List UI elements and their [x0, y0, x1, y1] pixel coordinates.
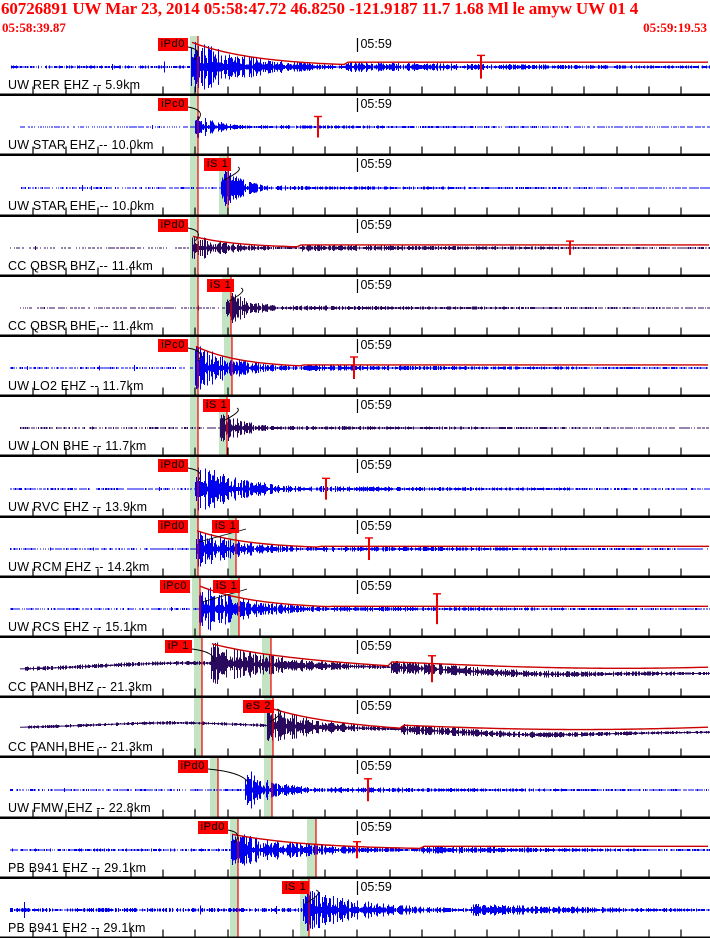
phase-pick-flag[interactable]: iP 1 [164, 640, 192, 653]
waveform-plot [0, 397, 710, 457]
time-axis-label: 05:59 [360, 398, 392, 412]
time-axis-label: 05:59 [360, 157, 392, 171]
channel-label[interactable]: CC PANH BHE -- 21.3km [8, 740, 153, 754]
waveform-plot [0, 337, 710, 397]
channel-label[interactable]: UW STAR EHE -- 10.0km [8, 199, 155, 213]
phase-pick-flag[interactable]: iPd0 [197, 821, 228, 834]
trace-row[interactable]: 05:59 CC QBSR BHE -- 11.4km iS 1 [0, 277, 710, 337]
trace-row[interactable]: 05:59 UW STAR EHZ -- 10.0km iPc0 [0, 96, 710, 156]
trace-row[interactable]: 05:59 CC PANH BHE -- 21.3km eS 2 [0, 698, 710, 758]
phase-pick-flag[interactable]: iPc0 [158, 98, 188, 111]
waveform-plot [0, 217, 710, 277]
window-start-time: 05:58:39.87 [2, 20, 66, 35]
pick-window-band [194, 638, 202, 698]
trace-row[interactable]: 05:59 UW STAR EHE -- 10.0km iS 1 [0, 156, 710, 217]
waveform-plot [0, 578, 710, 638]
trace-row[interactable]: 05:59 UW LO2 EHZ -- 11.7km iPc0 [0, 337, 710, 397]
waveform-plot [0, 36, 710, 96]
channel-label[interactable]: UW RER EHZ -- 5.9km [8, 78, 141, 92]
phase-pick-flag[interactable]: iS 1 [213, 580, 241, 593]
pick-window-band [190, 156, 198, 217]
pick-window-band [190, 397, 198, 457]
event-header: 60726891 UW Mar 23, 2014 05:58:47.72 46.… [0, 0, 710, 36]
waveform-plot [0, 96, 710, 156]
phase-pick-flag[interactable]: iS 1 [204, 158, 232, 171]
time-axis-label: 05:59 [360, 519, 392, 533]
phase-pick-flag[interactable]: iS 1 [212, 520, 240, 533]
event-header-title: 60726891 UW Mar 23, 2014 05:58:47.72 46.… [1, 0, 639, 18]
channel-label[interactable]: UW RCM EHZ -- 14.2km [8, 560, 150, 574]
phase-pick-flag[interactable]: eS 2 [243, 700, 275, 713]
waveform-plot [0, 277, 710, 337]
waveform-plot [0, 758, 710, 819]
trace-row[interactable]: 05:59 UW RCM EHZ -- 14.2km iPd0 iS 1 [0, 518, 710, 578]
phase-pick-flag[interactable]: iPd0 [157, 38, 188, 51]
trace-row[interactable]: 05:59 UW RVC EHZ -- 13.9km iPd0 [0, 457, 710, 518]
trace-row[interactable]: 05:59 UW LON BHE -- 11.7km iS 1 [0, 397, 710, 457]
trace-row[interactable]: 05:59 UW FMW EHZ -- 22.8km iPd0 [0, 758, 710, 819]
time-axis-label: 05:59 [360, 218, 392, 232]
waveform-plot [0, 638, 710, 698]
time-axis-label: 05:59 [360, 699, 392, 713]
trace-row[interactable]: 05:59 PB B941 EH2 -- 29.1km iS 1 [0, 879, 710, 938]
phase-pick-flag[interactable]: iS 1 [207, 279, 235, 292]
phase-pick-flag[interactable]: iS 1 [203, 399, 231, 412]
trace-row[interactable]: 05:59 UW RCS EHZ -- 15.1km iPc0 iS 1 [0, 578, 710, 638]
channel-label[interactable]: PB B941 EHZ -- 29.1km [8, 861, 147, 875]
pick-window-band [190, 337, 198, 397]
time-axis-label: 05:59 [360, 820, 392, 834]
time-axis-label: 05:59 [360, 37, 392, 51]
time-axis-label: 05:59 [360, 759, 392, 773]
time-axis-label: 05:59 [360, 278, 392, 292]
trace-row[interactable]: 05:59 PB B941 EHZ -- 29.1km iPd0 [0, 819, 710, 879]
phase-pick-flag[interactable]: iS 1 [282, 881, 310, 894]
channel-label[interactable]: UW RVC EHZ -- 13.9km [8, 500, 148, 514]
channel-label[interactable]: UW LON BHE -- 11.7km [8, 439, 147, 453]
channel-label[interactable]: UW STAR EHZ -- 10.0km [8, 138, 154, 152]
phase-pick-flag[interactable]: iPd0 [157, 520, 188, 533]
channel-label[interactable]: PB B941 EH2 -- 29.1km [8, 921, 146, 935]
pick-window-band [190, 277, 198, 337]
time-axis-label: 05:59 [360, 458, 392, 472]
trace-row[interactable]: 05:59 UW RER EHZ -- 5.9km iPd0 [0, 36, 710, 96]
time-axis-label: 05:59 [360, 579, 392, 593]
channel-label[interactable]: UW FMW EHZ -- 22.8km [8, 801, 151, 815]
channel-label[interactable]: CC QBSR BHZ -- 11.4km [8, 259, 153, 273]
phase-pick-flag[interactable]: iPd0 [157, 459, 188, 472]
trace-row[interactable]: 05:59 CC PANH BHZ -- 21.3km iP 1 [0, 638, 710, 698]
time-axis-label: 05:59 [360, 880, 392, 894]
phase-pick-flag[interactable]: iPc0 [160, 580, 190, 593]
channel-label[interactable]: UW LO2 EHZ -- 11.7km [8, 379, 144, 393]
waveform-plot [0, 819, 710, 879]
time-axis-label: 05:59 [360, 97, 392, 111]
time-axis-label: 05:59 [360, 338, 392, 352]
channel-label[interactable]: CC QBSR BHE -- 11.4km [8, 319, 154, 333]
channel-label[interactable]: CC PANH BHZ -- 21.3km [8, 680, 153, 694]
pick-window-band [194, 698, 202, 758]
waveform-plot [0, 518, 710, 578]
pick-window-band [192, 578, 200, 638]
phase-pick-flag[interactable]: iPd0 [177, 760, 208, 773]
trace-row[interactable]: 05:59 CC QBSR BHZ -- 11.4km iPd0 [0, 217, 710, 277]
phase-pick-flag[interactable]: iPc0 [158, 339, 188, 352]
time-axis-label: 05:59 [360, 639, 392, 653]
pick-window-band [210, 758, 218, 819]
window-end-time: 05:59:19.53 [643, 20, 707, 35]
waveform-plot [0, 879, 710, 938]
pick-window-band [190, 457, 198, 518]
pick-window-band [190, 96, 198, 156]
waveform-plot [0, 698, 710, 758]
channel-label[interactable]: UW RCS EHZ -- 15.1km [8, 620, 148, 634]
waveform-plot [0, 457, 710, 518]
phase-pick-flag[interactable]: iPd0 [157, 219, 188, 232]
pick-window-band [190, 518, 198, 578]
trace-panel[interactable]: 05:59 UW RER EHZ -- 5.9km iPd0 05:59 UW STAR… [0, 36, 710, 938]
